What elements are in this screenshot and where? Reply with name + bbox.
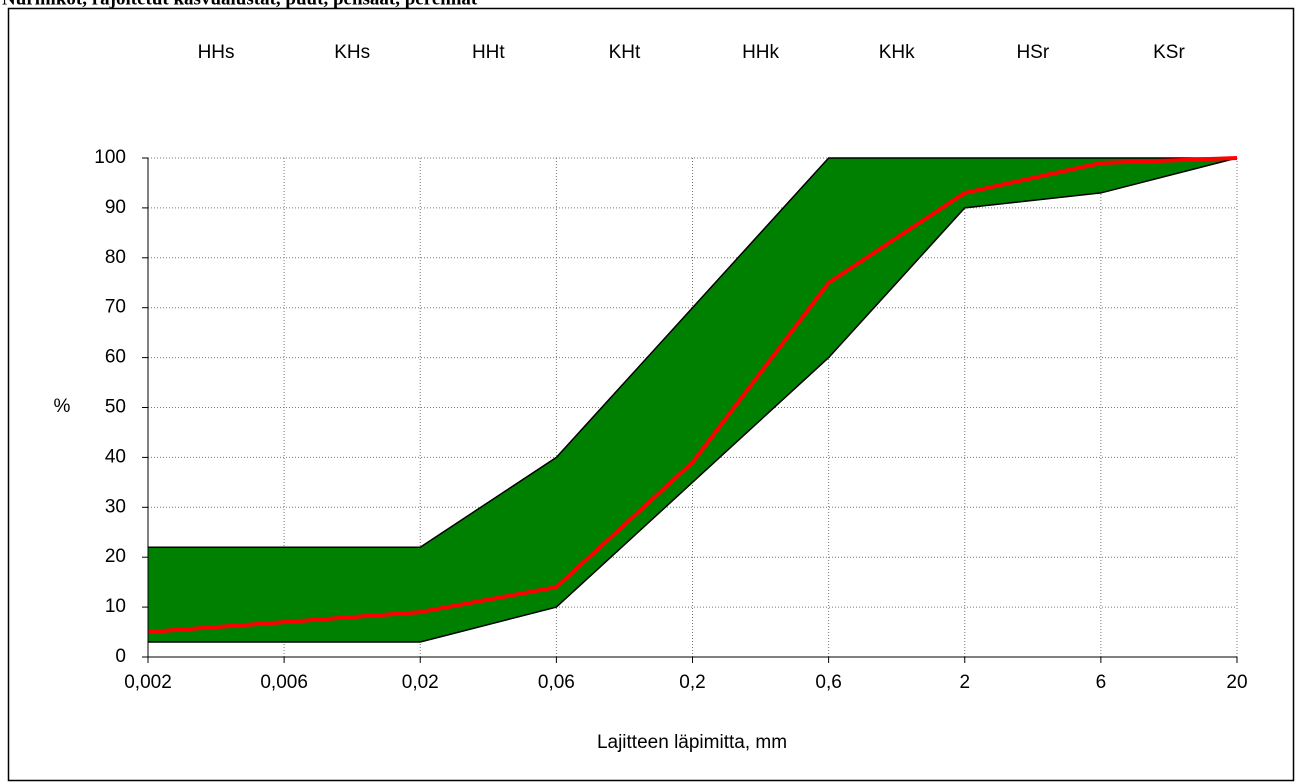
x-tick-label: 0,006 xyxy=(260,672,308,693)
size-class-label: HHs xyxy=(198,42,235,63)
plot-area: 0,002 0,006 0,02 0,06 0,2 0,6 2 6 20 0 10 20 30 40 50 6… xyxy=(94,42,1247,693)
y-tick-label: 50 xyxy=(105,397,126,418)
size-class-label: KSr xyxy=(1153,42,1185,63)
y-tick-label: 80 xyxy=(105,247,126,268)
x-tick-label: 0,002 xyxy=(124,672,172,693)
x-tick-label: 0,6 xyxy=(815,672,841,693)
size-class-label: KHs xyxy=(334,42,370,63)
size-class-label: KHt xyxy=(609,42,641,63)
line xyxy=(147,156,1238,635)
chart-title: Nurmikot, rajoitetut kasvualustat, puut,… xyxy=(2,0,478,9)
y-tick-label: 60 xyxy=(105,347,126,368)
size-class-label: KHk xyxy=(879,42,915,63)
size-class-label: HHt xyxy=(472,42,505,63)
y-tick-label: 30 xyxy=(105,496,126,517)
x-tick-label: 6 xyxy=(1096,672,1107,693)
size-class-label: HSr xyxy=(1016,42,1049,63)
y-axis-label: % xyxy=(54,396,71,417)
envelope-upper xyxy=(148,157,1237,548)
y-tick-label: 20 xyxy=(105,546,126,567)
envelope-lower xyxy=(148,157,1238,643)
y-tick-label: 70 xyxy=(105,297,126,318)
x-axis-label: Lajitteen läpimitta, mm xyxy=(597,732,787,753)
chart-frame xyxy=(7,7,1295,782)
y-tick-label: 90 xyxy=(105,197,126,218)
y-tick-label: 0 xyxy=(115,646,126,667)
x-tick-label: 0,2 xyxy=(679,672,705,693)
x-tick-label: 20 xyxy=(1226,672,1247,693)
y-tick-label: 10 xyxy=(105,596,126,617)
x-tick-label: 0,06 xyxy=(538,672,575,693)
x-tick-label: 0,02 xyxy=(402,672,439,693)
y-tick-label: 40 xyxy=(105,446,126,467)
size-class-label: HHk xyxy=(742,42,779,63)
envelope-area xyxy=(148,158,1237,643)
y-tick-label: 100 xyxy=(94,147,126,168)
x-tick-label: 2 xyxy=(959,672,970,693)
